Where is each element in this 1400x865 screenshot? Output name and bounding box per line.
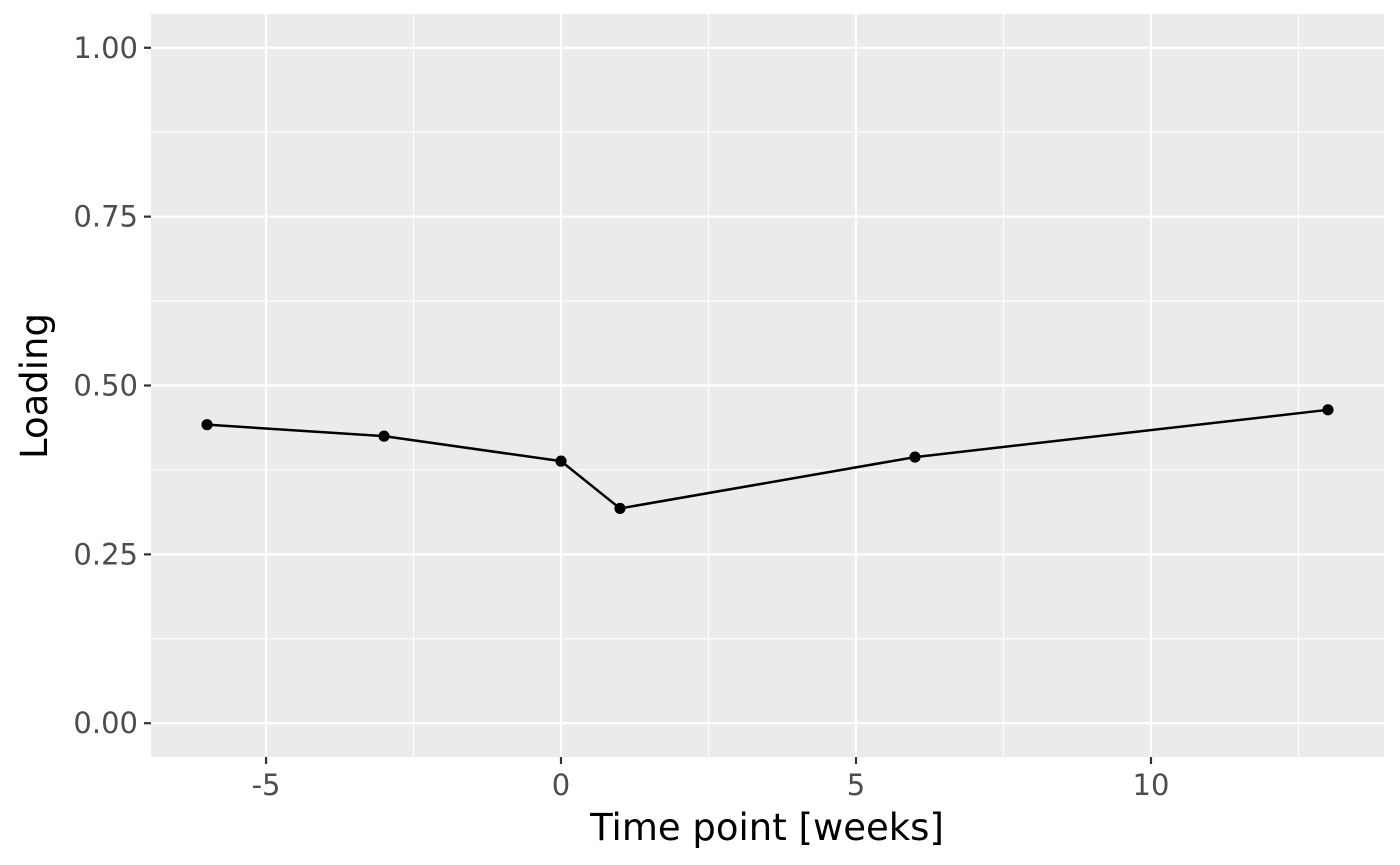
series-line-0 [206, 408, 1329, 510]
y-tick-label-2: 0.50 [73, 369, 138, 403]
data-point-0 [201, 419, 213, 431]
data-point-1 [378, 430, 390, 442]
y-tick-label-4: 1.00 [73, 31, 138, 65]
y-tick-label-1: 0.25 [73, 537, 138, 571]
y-tick-label-0: 0.00 [73, 706, 138, 740]
data-point-4 [909, 451, 921, 463]
x-axis: -5 0 5 10 [252, 757, 1170, 802]
y-tick-label-3: 0.75 [73, 200, 138, 234]
data-point-3 [614, 502, 626, 515]
data-series [201, 404, 1334, 515]
major-gridlines [151, 14, 1384, 757]
y-axis-title: Loading [13, 313, 56, 459]
x-tick-label-0: -5 [252, 768, 281, 802]
y-axis: 0.00 0.25 0.50 0.75 1.00 [73, 31, 151, 740]
x-tick-label-3: 10 [1133, 768, 1170, 802]
x-axis-title: Time point [weeks] [589, 806, 944, 849]
x-tick-label-1: 0 [552, 768, 570, 802]
data-point-2 [555, 455, 567, 467]
x-tick-label-2: 5 [847, 768, 865, 802]
data-point-5 [1322, 404, 1334, 416]
